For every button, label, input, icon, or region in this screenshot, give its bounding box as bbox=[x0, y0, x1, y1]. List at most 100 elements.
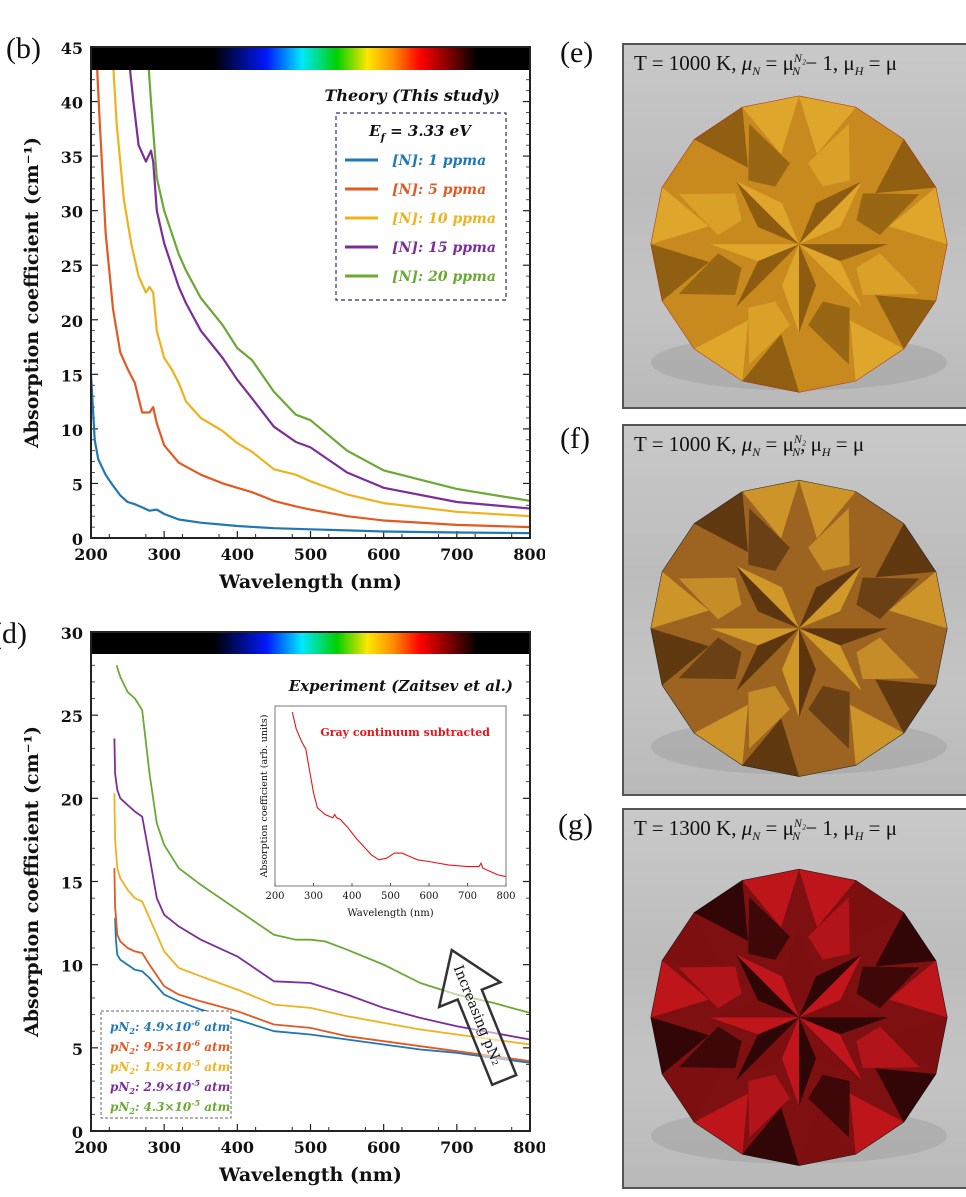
gem-kite-facet bbox=[678, 253, 742, 295]
chart-title: Experiment (Zaitsev et al.) bbox=[288, 677, 513, 695]
gem-facet bbox=[694, 880, 749, 942]
gem-kite-facet bbox=[748, 685, 790, 749]
gem-star-facet bbox=[710, 611, 799, 629]
legend-box bbox=[100, 1010, 232, 1119]
series-line-4 bbox=[146, 47, 530, 502]
inset-x-tick-label: 700 bbox=[458, 891, 477, 902]
y-tick-label: 20 bbox=[61, 312, 83, 331]
gem-facet bbox=[799, 1107, 856, 1166]
series-line-4 bbox=[115, 665, 530, 1014]
gem-kite-facet bbox=[856, 1026, 920, 1069]
inset-series-line bbox=[291, 711, 507, 878]
panel-label-d: (d) bbox=[0, 617, 27, 650]
gem-facet bbox=[875, 523, 936, 578]
gem-kite-facet bbox=[808, 1074, 850, 1138]
gem-facet bbox=[875, 295, 936, 349]
spectrum-colorbar bbox=[91, 47, 530, 70]
gem-facet bbox=[694, 1093, 749, 1155]
plot-frame bbox=[90, 631, 531, 1132]
x-tick-label: 600 bbox=[367, 545, 400, 564]
x-tick-label: 700 bbox=[440, 1138, 473, 1157]
gem-facet bbox=[799, 480, 856, 539]
inset-x-tick-label: 400 bbox=[342, 891, 361, 902]
gem-star-facet bbox=[799, 1017, 816, 1107]
x-tick-label: 300 bbox=[147, 545, 180, 564]
gem-kite-facet bbox=[748, 508, 790, 571]
gem-facet bbox=[888, 960, 947, 1018]
gem-facet bbox=[694, 107, 749, 168]
gem-star-facet bbox=[710, 628, 799, 646]
inset-x-tick-label: 600 bbox=[419, 891, 438, 902]
gem-facet bbox=[742, 334, 799, 393]
y-tick-label: 10 bbox=[61, 957, 83, 976]
x-tick-label: 400 bbox=[221, 1138, 254, 1157]
gem-star-facet bbox=[782, 155, 799, 245]
x-tick-label: 300 bbox=[147, 1138, 180, 1157]
gem-facet bbox=[742, 480, 799, 539]
legend-box bbox=[335, 112, 507, 301]
gem-star-facet bbox=[710, 227, 799, 245]
inset-annotation: Gray continuum subtracted bbox=[320, 726, 490, 739]
gem-kite-facet bbox=[856, 193, 920, 235]
gem-facet bbox=[662, 1068, 723, 1123]
gem-star-facet bbox=[799, 628, 862, 692]
gem-facet bbox=[694, 704, 749, 766]
x-tick-label: 500 bbox=[294, 545, 327, 564]
gem-star-facet bbox=[799, 611, 888, 629]
gem-kite-facet bbox=[748, 123, 790, 187]
x-tick-label: 700 bbox=[440, 545, 473, 564]
legend-label-0: pN2: 4.9×10-6 atm bbox=[110, 1018, 230, 1036]
gem-kite-facet bbox=[856, 577, 920, 620]
series-line-3 bbox=[113, 738, 530, 1041]
series-line-2 bbox=[111, 47, 530, 518]
y-tick-label: 20 bbox=[61, 790, 83, 809]
legend-label-2: [N]: 10 ppma bbox=[392, 211, 496, 227]
y-tick-label: 5 bbox=[72, 475, 83, 494]
gem-facet bbox=[799, 869, 856, 928]
legend-label-1: pN2: 9.5×10-6 atm bbox=[110, 1038, 230, 1056]
gem-kite-facet bbox=[856, 253, 920, 295]
x-axis-label: Wavelength (nm) bbox=[218, 1164, 402, 1186]
panel-label-e: (e) bbox=[560, 36, 594, 69]
gem-facet bbox=[875, 679, 936, 734]
gem-star-facet bbox=[710, 1017, 799, 1035]
gem-facet bbox=[888, 1017, 947, 1074]
chart-experiment: 200 300 400 500 600 700 800 0 5 10 15 20 25 30 Wavelen… bbox=[21, 624, 545, 1186]
gem-facet bbox=[662, 295, 723, 349]
legend-label-0: [N]: 1 ppma bbox=[392, 153, 486, 169]
chart-theory: 200 300 400 500 600 700 800 0 5 10 15 20 25 30 35 40 45 W… bbox=[21, 39, 545, 593]
y-axis-label: Absorption coefficient (cm⁻¹) bbox=[21, 137, 43, 449]
gem-kite-facet bbox=[808, 301, 850, 365]
gem-facet bbox=[651, 628, 710, 686]
gem-star-facet bbox=[799, 244, 816, 333]
gem-panel-g: T = 1300 K, μN = μN₂N − 1, μH = μ bbox=[622, 808, 966, 1189]
plot-frame bbox=[90, 46, 531, 539]
panel-label-f: (f) bbox=[560, 422, 590, 455]
gem-facet bbox=[849, 320, 904, 381]
legend-label-3: pN2: 2.9×10-5 atm bbox=[110, 1078, 230, 1096]
plot-area bbox=[91, 47, 530, 535]
gem-star-facet bbox=[799, 954, 862, 1018]
gem-kite-facet bbox=[678, 577, 742, 620]
inset-x-tick-label: 200 bbox=[265, 891, 284, 902]
gem-facet bbox=[799, 334, 856, 393]
gem-facet bbox=[799, 718, 856, 777]
gem-kite-facet bbox=[808, 685, 850, 749]
gem-star-facet bbox=[782, 539, 799, 629]
legend-title: Ef = 3.33 eV bbox=[368, 122, 472, 144]
gem-kite-facet bbox=[748, 301, 790, 365]
gem-caption-f: T = 1000 K, μN = μN₂N, μH = μ bbox=[634, 432, 865, 460]
gem-kite-facet bbox=[856, 637, 920, 680]
gem-facet bbox=[888, 244, 947, 301]
inset-x-axis-label: Wavelength (nm) bbox=[347, 908, 433, 919]
y-tick-label: 35 bbox=[61, 148, 83, 167]
spectrum-colorbar bbox=[91, 632, 530, 654]
gem-facet bbox=[888, 628, 947, 686]
gem-facet bbox=[849, 704, 904, 766]
series-line-0 bbox=[91, 374, 530, 535]
y-tick-label: 25 bbox=[61, 707, 83, 726]
legend-title-rest: = 3.33 eV bbox=[385, 122, 472, 140]
gem-facet bbox=[888, 571, 947, 629]
gem-facet bbox=[888, 187, 947, 245]
gem-kite-facet bbox=[678, 966, 742, 1009]
